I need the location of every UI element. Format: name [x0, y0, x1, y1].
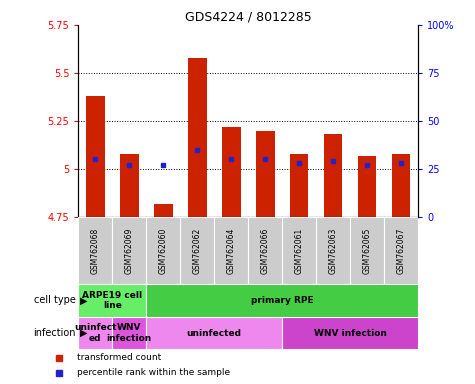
Bar — [78, 317, 113, 349]
Bar — [392, 154, 410, 217]
Text: GSM762060: GSM762060 — [159, 227, 168, 274]
Bar — [384, 217, 418, 284]
Bar — [146, 317, 282, 349]
Text: ▶: ▶ — [80, 295, 87, 306]
Bar — [316, 217, 350, 284]
Bar — [113, 317, 146, 349]
Bar — [248, 217, 282, 284]
Text: WNV infection: WNV infection — [314, 329, 387, 338]
Text: ARPE19 cell
line: ARPE19 cell line — [82, 291, 142, 310]
Bar — [282, 317, 418, 349]
Bar — [146, 217, 180, 284]
Text: uninfect
ed: uninfect ed — [74, 323, 116, 343]
Bar — [180, 217, 214, 284]
Text: percentile rank within the sample: percentile rank within the sample — [77, 368, 230, 377]
Text: cell type: cell type — [34, 295, 76, 306]
Title: GDS4224 / 8012285: GDS4224 / 8012285 — [185, 11, 312, 24]
Text: WNV
infection: WNV infection — [107, 323, 152, 343]
Bar — [222, 127, 240, 217]
Bar — [188, 58, 207, 217]
Text: uninfected: uninfected — [187, 329, 242, 338]
Bar — [290, 154, 308, 217]
Text: GSM762061: GSM762061 — [294, 227, 304, 274]
Text: GSM762066: GSM762066 — [261, 227, 270, 274]
Bar — [324, 134, 342, 217]
Bar — [120, 154, 139, 217]
Text: GSM762065: GSM762065 — [362, 227, 371, 274]
Text: GSM762062: GSM762062 — [193, 227, 202, 274]
Bar — [282, 217, 316, 284]
Bar — [113, 217, 146, 284]
Text: GSM762067: GSM762067 — [397, 227, 406, 274]
Text: GSM762063: GSM762063 — [329, 227, 338, 274]
Bar — [86, 96, 104, 217]
Text: infection: infection — [34, 328, 76, 338]
Bar — [214, 217, 248, 284]
Text: GSM762064: GSM762064 — [227, 227, 236, 274]
Bar — [78, 217, 113, 284]
Text: transformed count: transformed count — [77, 353, 161, 362]
Bar — [78, 284, 146, 317]
Text: GSM762068: GSM762068 — [91, 227, 100, 274]
Text: primary RPE: primary RPE — [251, 296, 314, 305]
Bar — [146, 284, 418, 317]
Text: ▶: ▶ — [80, 328, 87, 338]
Bar — [350, 217, 384, 284]
Text: GSM762069: GSM762069 — [125, 227, 134, 274]
Bar — [358, 156, 376, 217]
Bar — [154, 204, 172, 217]
Bar — [256, 131, 275, 217]
